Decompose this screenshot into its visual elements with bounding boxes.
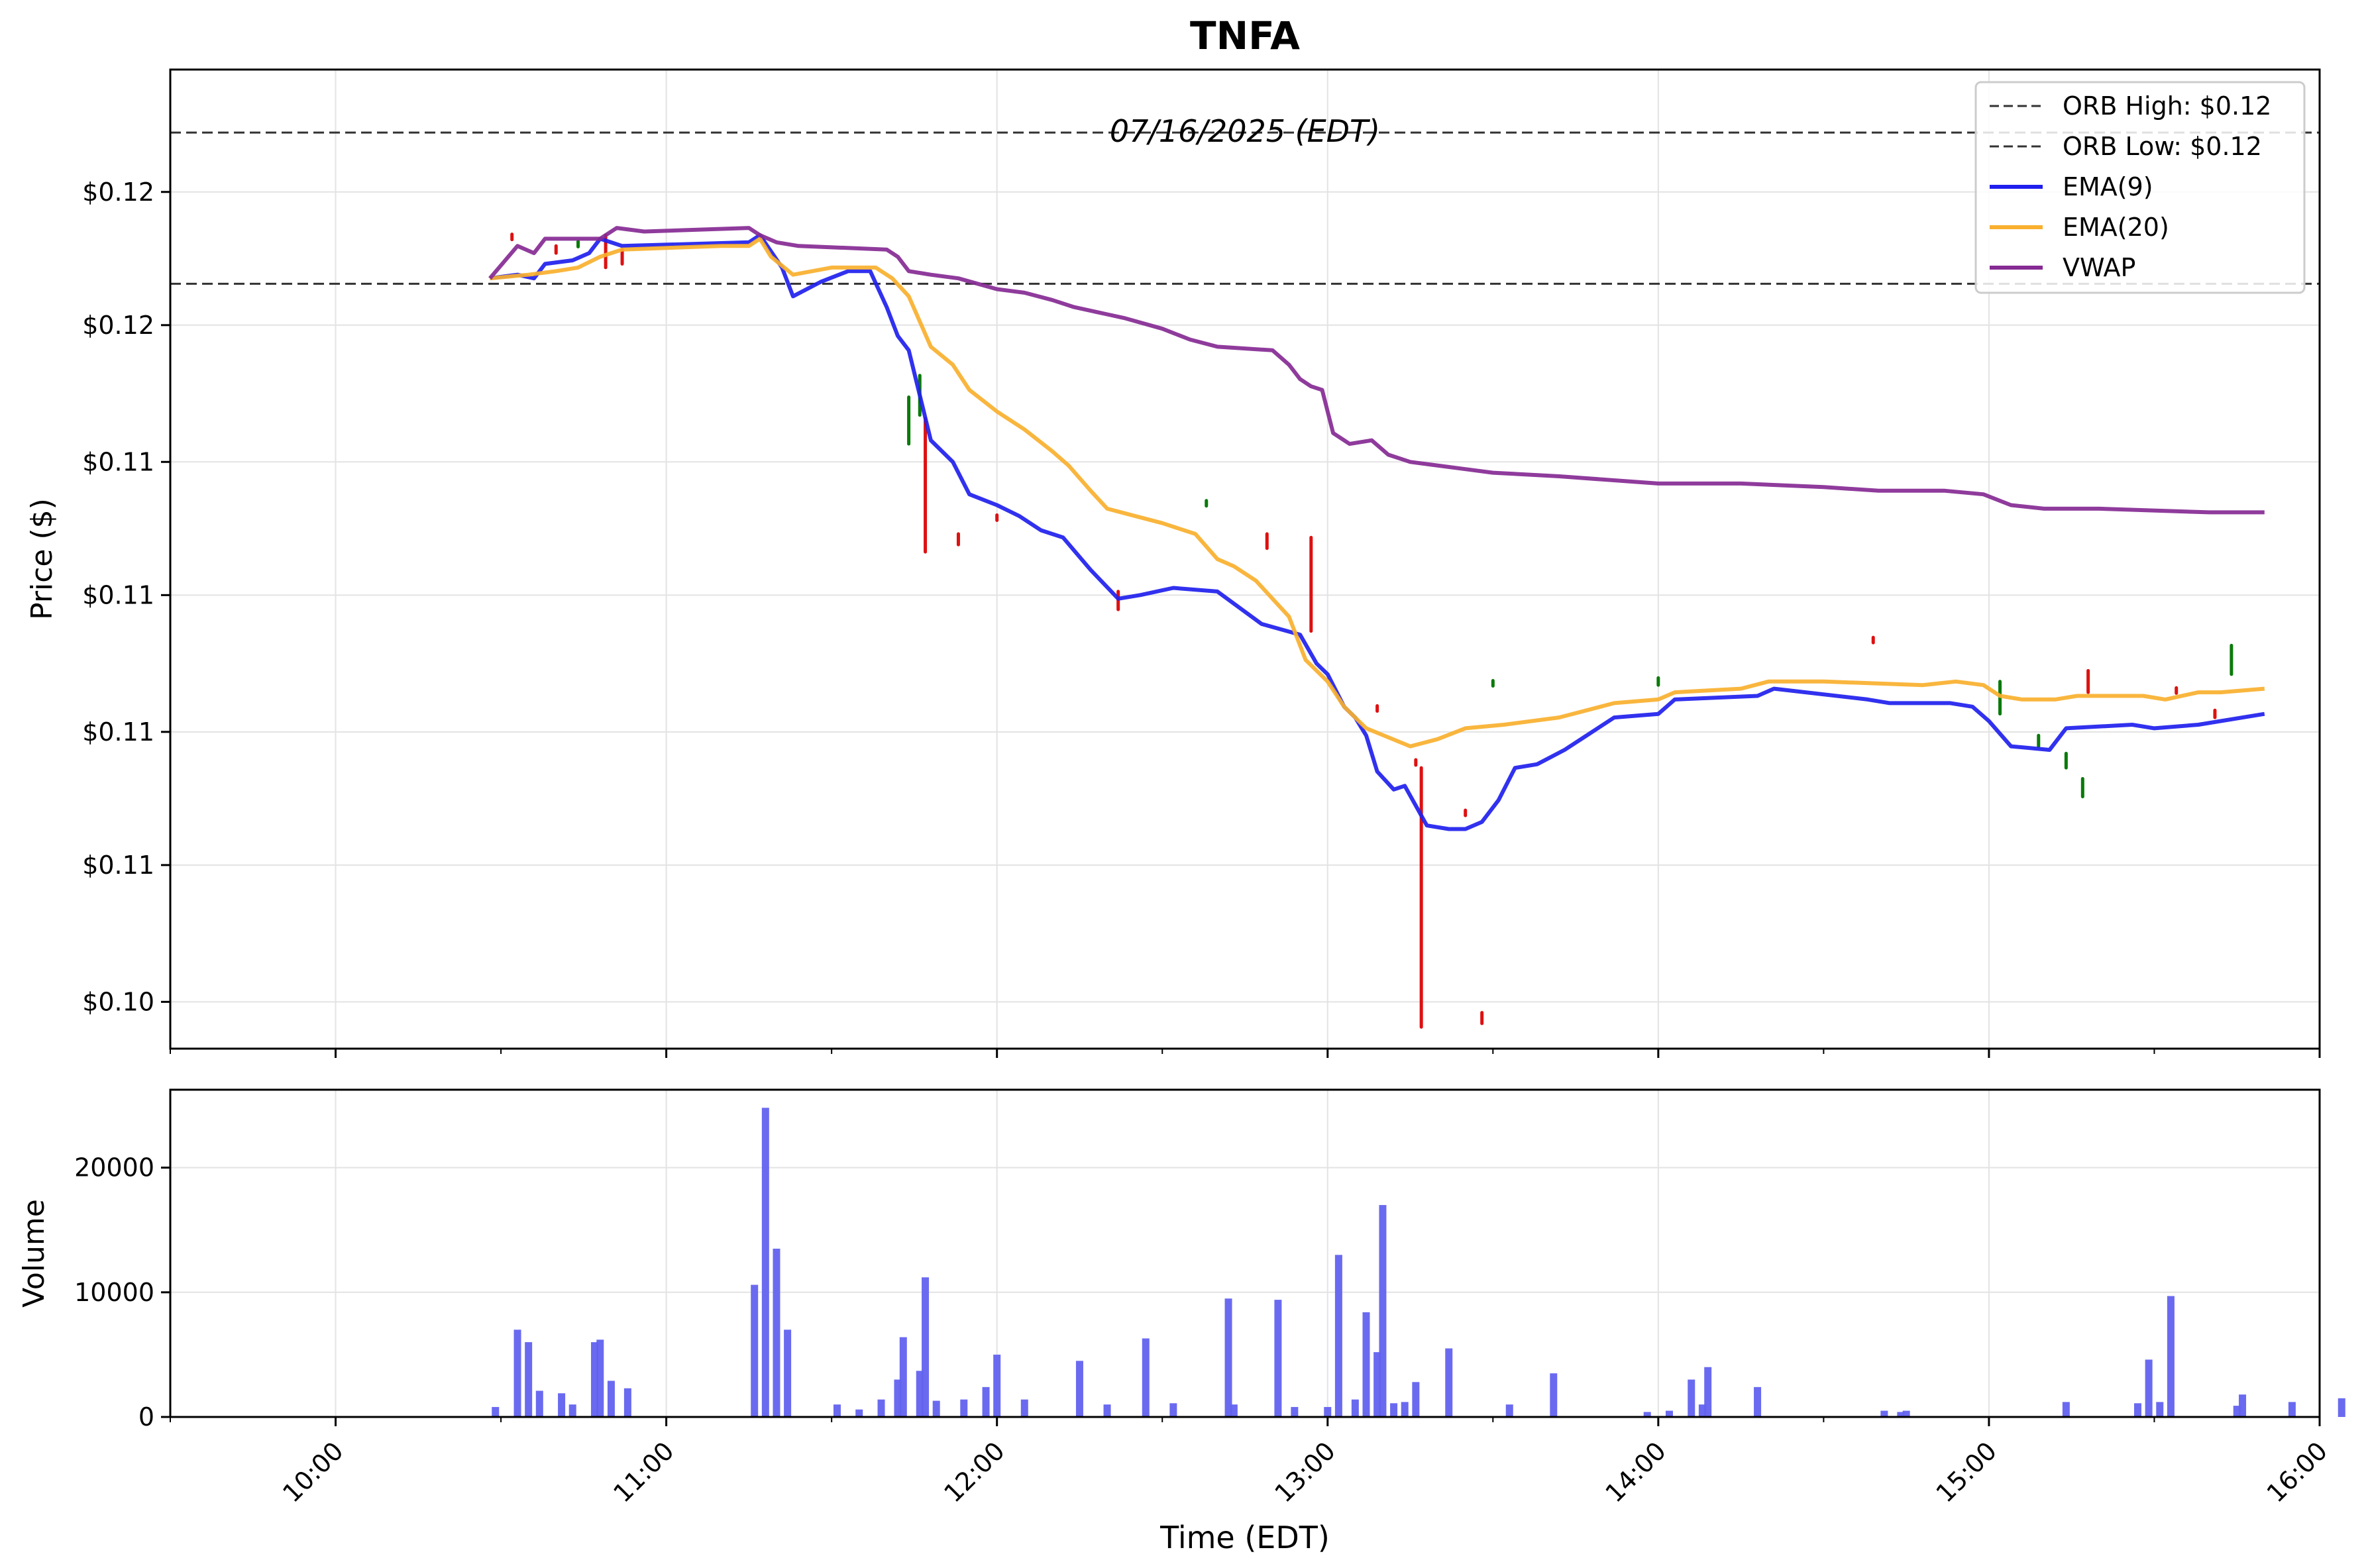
volume-bar	[1704, 1367, 1712, 1417]
legend-label: ORB Low: $0.12	[2063, 132, 2262, 161]
volume-bar	[2288, 1402, 2296, 1417]
volume-bar	[1291, 1406, 1299, 1417]
volume-bar	[1698, 1404, 1706, 1417]
volume-bar	[1020, 1399, 1028, 1417]
volume-bar	[1379, 1205, 1387, 1417]
legend-label: EMA(9)	[2063, 172, 2153, 201]
volume-bar	[751, 1284, 759, 1417]
volume-bar	[1445, 1348, 1453, 1417]
volume-bar	[596, 1339, 604, 1417]
volume-bar	[513, 1330, 521, 1417]
volume-bar	[1902, 1410, 1910, 1417]
volume-bar	[1334, 1255, 1342, 1417]
volume-bar	[558, 1393, 566, 1417]
volume-bar	[855, 1409, 863, 1417]
volume-bar	[2338, 1398, 2345, 1417]
volume-bar	[1362, 1312, 1370, 1417]
volume-bar	[982, 1386, 990, 1417]
volume-bar	[1550, 1373, 1558, 1417]
volume-bar	[899, 1337, 907, 1417]
volume-bar	[784, 1330, 792, 1417]
volume-bar	[1643, 1412, 1651, 1417]
volume-y-tick-label: 10000	[74, 1278, 154, 1307]
volume-bar	[607, 1381, 615, 1417]
price-y-tick-label: $0.11	[82, 851, 154, 880]
volume-bar	[1412, 1382, 1420, 1417]
volume-bar	[535, 1390, 543, 1417]
volume-bar	[1274, 1300, 1282, 1417]
price-y-tick-label: $0.12	[82, 311, 154, 340]
volume-bar	[2062, 1402, 2070, 1417]
volume-bar	[2167, 1296, 2175, 1417]
volume-bar	[894, 1379, 902, 1417]
volume-bar	[525, 1342, 533, 1417]
legend-box	[1974, 81, 2306, 294]
price-y-tick-label: $0.11	[82, 447, 154, 476]
legend: ORB High: $0.12 ORB Low: $0.12 EMA(9) EMA(2…	[1974, 81, 2306, 294]
price-panel: $0.12 $0.12 $0.11 $0.11 $0.11 $0.11 $0.10 TNFA…	[25, 13, 2321, 1058]
volume-bar	[1324, 1406, 1332, 1417]
volume-bar	[1230, 1404, 1238, 1417]
volume-bar	[1224, 1298, 1232, 1417]
volume-bar	[568, 1404, 576, 1417]
volume-bar	[1665, 1410, 1673, 1417]
volume-bar	[2239, 1394, 2247, 1417]
price-y-tick-label: $0.11	[82, 580, 154, 609]
volume-bar	[1142, 1338, 1150, 1417]
volume-bar	[1688, 1379, 1695, 1417]
series-line-ema-9	[490, 233, 2265, 831]
volume-bar	[960, 1399, 968, 1417]
price-y-tick-label: $0.12	[82, 178, 154, 207]
volume-bar	[623, 1388, 631, 1417]
volume-bar	[993, 1354, 1001, 1417]
volume-bar	[1103, 1404, 1111, 1417]
legend-label: EMA(20)	[2063, 213, 2169, 242]
volume-bar	[2145, 1359, 2153, 1417]
series-line-vwap	[488, 226, 2265, 515]
volume-bar	[1401, 1402, 1409, 1417]
volume-bar	[932, 1400, 940, 1417]
volume-bar	[761, 1108, 769, 1417]
volume-bar	[1505, 1404, 1513, 1417]
volume-bar	[1351, 1399, 1359, 1417]
legend-label: ORB High: $0.12	[2063, 91, 2271, 121]
volume-bar	[1390, 1403, 1398, 1417]
x-axis-label: Time (EDT)	[1159, 1520, 1330, 1555]
volume-bar	[922, 1277, 930, 1417]
volume-bar	[773, 1248, 780, 1417]
volume-plot-frame	[169, 1088, 2321, 1418]
price-y-tick-label: $0.10	[82, 987, 154, 1016]
volume-bar	[2156, 1402, 2164, 1417]
volume-bar	[492, 1406, 500, 1417]
date-annotation: 07/16/2025 (EDT)	[1110, 113, 1380, 149]
volume-y-tick-label: 20000	[74, 1153, 154, 1182]
volume-bar	[1373, 1352, 1381, 1417]
series-line-ema-20	[490, 236, 2265, 749]
volume-bar	[833, 1404, 841, 1417]
volume-bar	[590, 1342, 598, 1417]
volume-bar	[1897, 1412, 1905, 1417]
price-y-axis-label: Price ($)	[25, 498, 59, 620]
volume-bar	[1075, 1361, 1083, 1417]
volume-y-tick-label: 0	[138, 1402, 154, 1432]
volume-bar	[2233, 1406, 2241, 1417]
volume-bar	[1754, 1386, 1762, 1417]
volume-bar	[2134, 1403, 2142, 1417]
legend-label: VWAP	[2063, 253, 2135, 282]
price-plot-frame	[169, 68, 2321, 1050]
price-y-tick-label: $0.11	[82, 717, 154, 747]
chart-title: TNFA	[1190, 13, 1300, 58]
volume-bar	[916, 1371, 924, 1417]
volume-bar	[1880, 1410, 1888, 1417]
volume-bar	[1169, 1403, 1177, 1417]
volume-bar	[877, 1399, 885, 1417]
volume-y-axis-label: Volume	[17, 1199, 51, 1308]
